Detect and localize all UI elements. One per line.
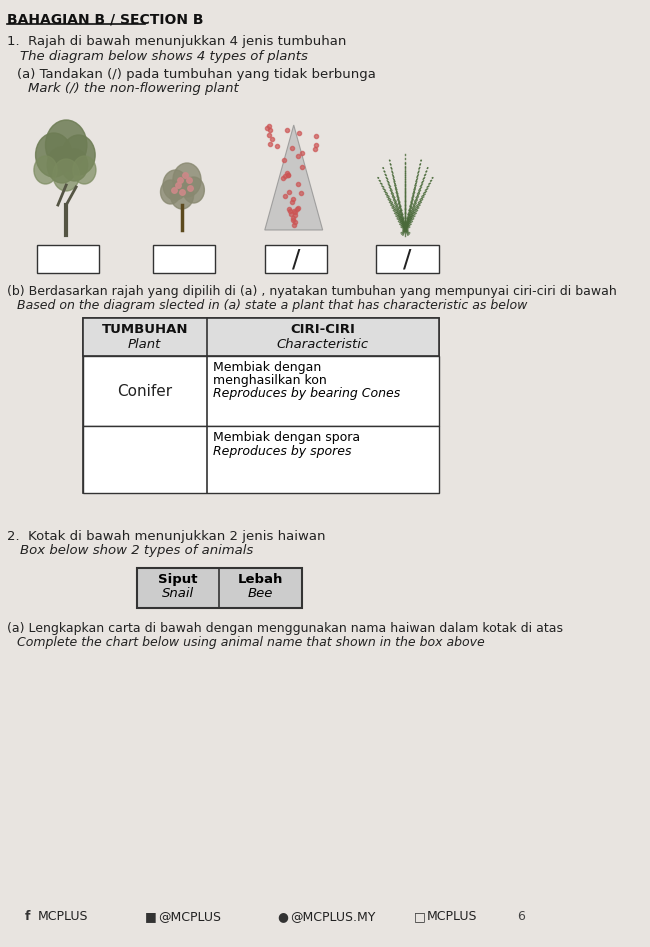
Text: Siput: Siput	[158, 573, 198, 586]
Text: Reproduces by bearing Cones: Reproduces by bearing Cones	[213, 387, 400, 400]
Text: Reproduces by spores: Reproduces by spores	[213, 445, 352, 458]
Circle shape	[61, 149, 88, 181]
Circle shape	[73, 156, 96, 184]
Text: f: f	[25, 910, 31, 923]
Text: Based on the diagram slected in (a) state a plant that has characteristic as bel: Based on the diagram slected in (a) stat…	[16, 299, 527, 312]
Text: Characteristic: Characteristic	[277, 338, 369, 351]
Text: BAHAGIAN B / SECTION B: BAHAGIAN B / SECTION B	[6, 12, 203, 26]
Text: ■: ■	[145, 910, 157, 923]
Circle shape	[53, 159, 79, 191]
Text: Box below show 2 types of animals: Box below show 2 types of animals	[20, 544, 253, 557]
Text: (a) Tandakan (/) pada tumbuhan yang tidak berbunga: (a) Tandakan (/) pada tumbuhan yang tida…	[16, 68, 376, 81]
Bar	[83, 318, 439, 356]
Text: /: /	[403, 247, 411, 271]
Text: Membiak dengan: Membiak dengan	[213, 361, 322, 374]
Text: 2.  Kotak di bawah menunjukkan 2 jenis haiwan: 2. Kotak di bawah menunjukkan 2 jenis ha…	[6, 530, 325, 543]
Bar	[265, 245, 327, 273]
Text: /: /	[292, 247, 300, 271]
Text: 1.  Rajah di bawah menunjukkan 4 jenis tumbuhan: 1. Rajah di bawah menunjukkan 4 jenis tu…	[6, 35, 346, 48]
Bar	[136, 568, 302, 608]
Circle shape	[34, 156, 57, 184]
Text: Snail: Snail	[162, 587, 194, 600]
Text: Mark (/) the non-flowering plant: Mark (/) the non-flowering plant	[28, 82, 239, 95]
Text: (a) Lengkapkan carta di bawah dengan menggunakan nama haiwan dalam kotak di atas: (a) Lengkapkan carta di bawah dengan men…	[6, 622, 563, 635]
Text: MCPLUS: MCPLUS	[427, 910, 478, 923]
Bar	[83, 426, 439, 493]
Text: TUMBUHAN: TUMBUHAN	[101, 323, 188, 336]
Bar	[376, 245, 439, 273]
Bar	[83, 318, 439, 493]
Text: MCPLUS: MCPLUS	[38, 910, 88, 923]
Circle shape	[161, 180, 180, 204]
Text: The diagram below shows 4 types of plants: The diagram below shows 4 types of plant…	[20, 50, 307, 63]
Text: 6: 6	[517, 910, 525, 923]
Circle shape	[36, 133, 72, 177]
Circle shape	[47, 147, 77, 183]
Circle shape	[170, 181, 194, 209]
Circle shape	[46, 120, 87, 170]
Text: @MCPLUS.MY: @MCPLUS.MY	[291, 910, 376, 923]
Text: Complete the chart below using animal name that shown in the box above: Complete the chart below using animal na…	[16, 636, 484, 649]
Text: @MCPLUS: @MCPLUS	[158, 910, 221, 923]
Bar	[153, 245, 215, 273]
Text: Lebah: Lebah	[238, 573, 283, 586]
Text: ●: ●	[277, 910, 288, 923]
Bar	[37, 245, 99, 273]
Polygon shape	[265, 125, 322, 230]
Text: Bee: Bee	[248, 587, 273, 600]
Text: CIRI-CIRI: CIRI-CIRI	[291, 323, 355, 336]
Bar	[83, 356, 439, 426]
Text: Membiak dengan spora: Membiak dengan spora	[213, 431, 361, 444]
Text: (b) Berdasarkan rajah yang dipilih di (a) , nyatakan tumbuhan yang mempunyai cir: (b) Berdasarkan rajah yang dipilih di (a…	[6, 285, 616, 298]
Circle shape	[62, 135, 95, 175]
Circle shape	[183, 177, 204, 203]
Circle shape	[173, 163, 201, 197]
Text: □: □	[413, 910, 426, 923]
Text: Plant: Plant	[128, 338, 161, 351]
Text: menghasilkan kon: menghasilkan kon	[213, 374, 327, 387]
Circle shape	[163, 170, 188, 200]
Text: Conifer: Conifer	[117, 384, 172, 399]
